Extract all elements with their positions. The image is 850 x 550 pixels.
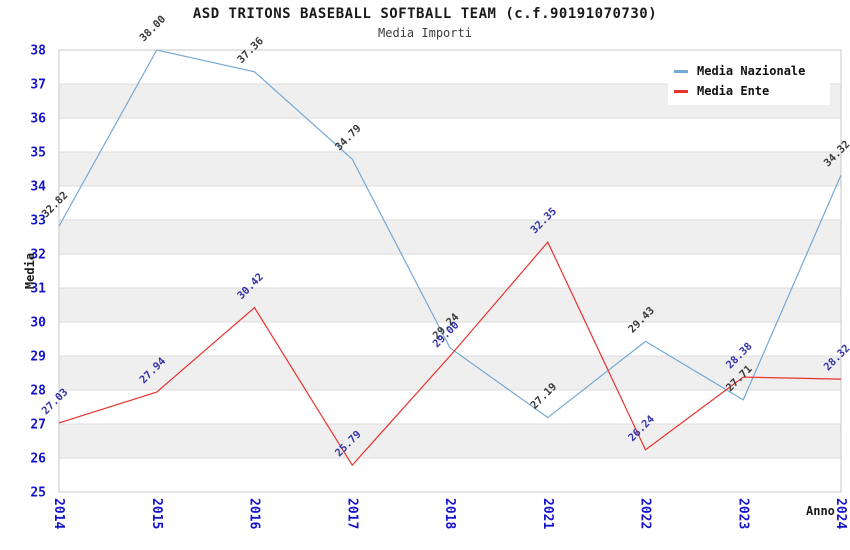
y-tick-label: 36 — [30, 112, 46, 127]
x-tick-label: 2022 — [638, 498, 653, 529]
x-tick-label: 2018 — [442, 498, 457, 529]
x-axis-title: Anno — [806, 504, 835, 518]
y-tick-label: 34 — [30, 180, 46, 195]
x-tick-label: 2016 — [247, 498, 262, 529]
y-tick-label: 35 — [30, 146, 46, 161]
y-tick-label: 26 — [30, 452, 46, 467]
y-axis-title: Media — [23, 252, 37, 290]
plot-border — [58, 49, 842, 493]
x-tick-label: 2023 — [735, 498, 750, 529]
y-tick-label: 27 — [30, 418, 46, 433]
plot-band — [59, 220, 841, 254]
plot-band — [59, 356, 841, 390]
plot-band — [59, 424, 841, 458]
y-tick-label: 29 — [30, 350, 46, 365]
legend-item-media-nazionale: Media Nazionale — [674, 61, 824, 81]
y-tick-label: 30 — [30, 316, 46, 331]
x-tick-label: 2014 — [51, 498, 66, 529]
series-line-media-nazionale — [58, 49, 842, 419]
chart-subtitle: Media Importi — [378, 26, 472, 40]
x-tick-label: 2024 — [833, 498, 848, 529]
x-tick-label: 2017 — [344, 498, 359, 529]
y-tick-label: 32 — [30, 248, 46, 263]
point-label-media-nazionale: 34.79 — [333, 122, 364, 153]
y-tick-label: 28 — [30, 384, 46, 399]
y-tick-label: 25 — [30, 486, 46, 501]
legend-label-media-nazionale: Media Nazionale — [697, 64, 806, 78]
legend-label-media-ente: Media Ente — [697, 84, 770, 98]
legend: Media Nazionale Media Ente — [668, 57, 830, 105]
chart-title: ASD TRITONS BASEBALL SOFTBALL TEAM (c.f.… — [192, 6, 658, 22]
y-tick-label: 31 — [30, 282, 46, 297]
series-line-media-ente — [58, 241, 842, 467]
legend-swatch-media-nazionale — [674, 69, 688, 73]
y-tick-label: 38 — [30, 44, 46, 59]
y-tick-label: 33 — [30, 214, 46, 229]
plot-band — [59, 288, 841, 322]
legend-item-media-ente: Media Ente — [674, 81, 824, 101]
legend-swatch-media-ente — [674, 89, 688, 93]
x-tick-label: 2021 — [540, 498, 555, 529]
y-tick-label: 37 — [30, 78, 46, 93]
x-tick-label: 2015 — [149, 498, 164, 529]
plot-band — [59, 152, 841, 186]
